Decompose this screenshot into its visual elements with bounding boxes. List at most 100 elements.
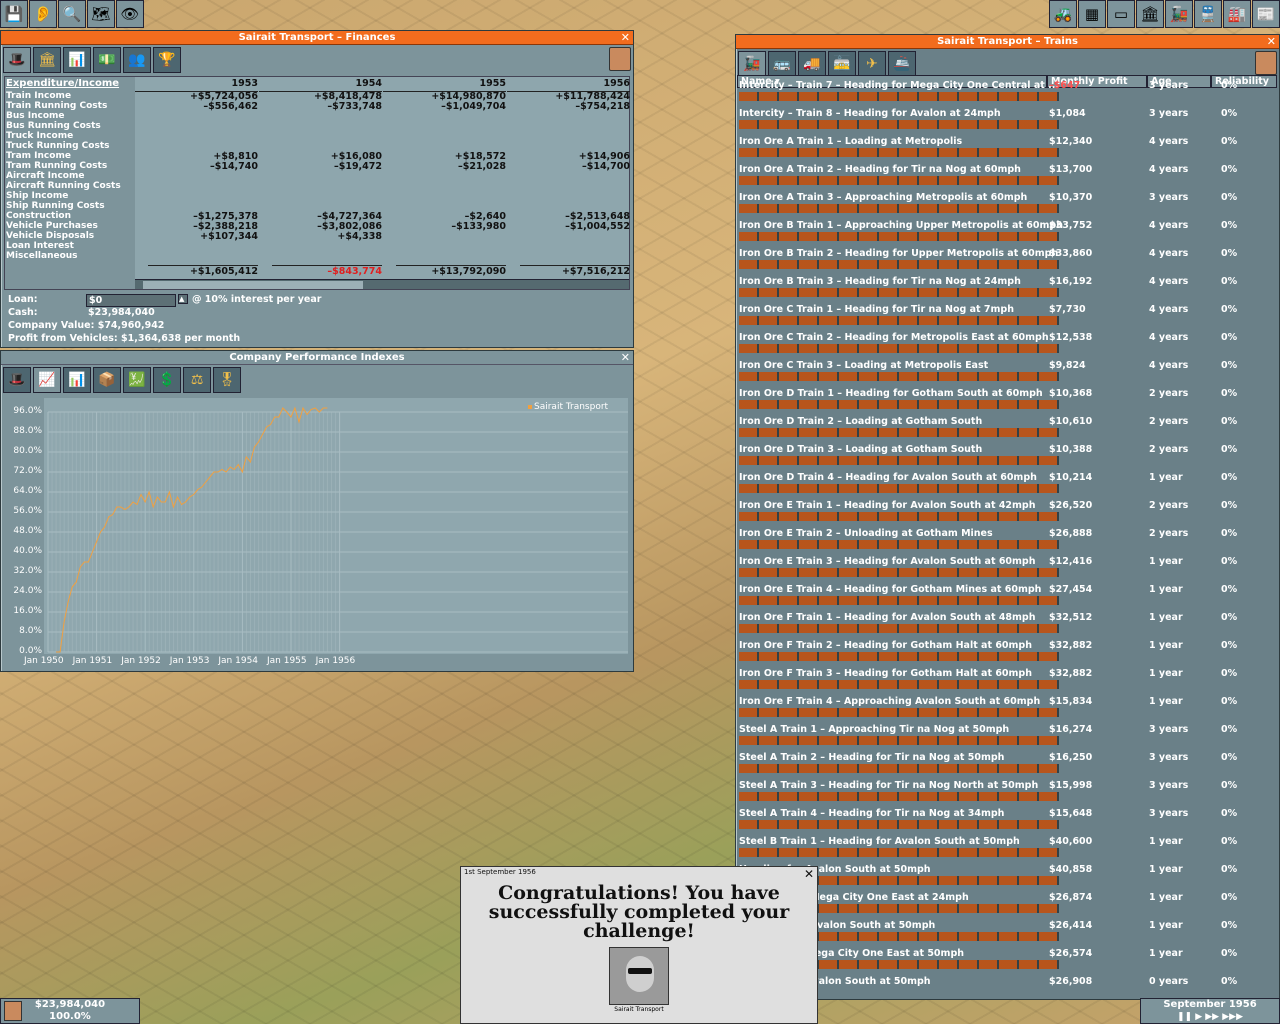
status-finance[interactable]: $23,984,040 100.0% [0,998,140,1024]
news-icon[interactable]: 📰 [1252,0,1280,28]
train-row[interactable]: Steel A Train 1 – Approaching Tir na Nog… [739,720,1276,748]
tab-payment-rates-icon[interactable]: ⚖ [183,367,211,393]
train-row[interactable]: Steel B Train 1 – Heading for Avalon Sou… [739,832,1276,860]
tab-people-icon[interactable]: 👥 [123,47,151,73]
train-row[interactable]: Steel A Train 2 – Heading for Tir na Nog… [739,748,1276,776]
column-monthly-profit[interactable]: Monthly Profit [1047,75,1147,88]
news-message: 1st September 1956 ✕ Congratulations! Yo… [460,866,818,1024]
finance-cell: –$1,049,704 [441,101,506,112]
train-vehicle-icon [739,120,1059,129]
train-profit: $32,512 [1049,612,1093,623]
train-row[interactable]: Iron Ore D Train 3 – Loading at Gotham S… [739,440,1276,468]
tab-aircraft-icon[interactable]: ✈ [858,51,886,77]
train-row[interactable]: Iron Ore A Train 1 – Loading at Metropol… [739,132,1276,160]
train-row[interactable]: Iron Ore E Train 2 – Unloading at Gotham… [739,524,1276,552]
tab-headquarters-icon[interactable]: 🏛 [33,47,61,73]
finance-cell: –$2,640 [464,211,506,222]
train-row[interactable]: Iron Ore C Train 3 – Loading at Metropol… [739,356,1276,384]
tab-trucks-icon[interactable]: 🚚 [798,51,826,77]
view-eye-icon[interactable]: 👁 [116,0,144,28]
x-tick-label: Jan 1956 [315,656,356,666]
map-icon[interactable]: 🗺 [87,0,115,28]
news-close-button[interactable]: ✕ [803,867,814,881]
finance-label: Train Income [6,91,72,101]
train-age: 3 years [1149,192,1189,203]
column-reliability[interactable]: Reliability [1211,75,1277,88]
tab-managers-icon[interactable]: 🎩 [3,367,31,393]
trains-close-button[interactable]: ✕ [1266,35,1276,48]
train-row[interactable]: Iron Ore F Train 4 – Approaching Avalon … [739,692,1276,720]
train-row[interactable]: Iron Ore B Train 3 – Heading for Tir na … [739,272,1276,300]
finance-header[interactable]: Expenditure/Income [6,78,120,89]
train-row[interactable]: Iron Ore C Train 1 – Heading for Tir na … [739,300,1276,328]
train-row[interactable]: Approaching Avalon South at 50mph $26,414… [739,916,1276,944]
train-list-icon[interactable]: 🚆 [1194,0,1222,28]
save-disk-icon[interactable]: 💾 [0,0,28,28]
finance-cell: –$754,218 [575,101,630,112]
vehicles-icon[interactable]: 🚂 [1165,0,1193,28]
train-row[interactable]: Iron Ore B Train 2 – Heading for Upper M… [739,244,1276,272]
train-reliability: 0% [1221,500,1238,511]
finance-scroll-thumb[interactable] [143,281,363,289]
train-row[interactable]: Iron Ore A Train 3 – Approaching Metropo… [739,188,1276,216]
tab-cash-icon[interactable]: 💵 [93,47,121,73]
company-icon[interactable]: 🏭 [1223,0,1251,28]
tab-value-graph-icon[interactable]: 💲 [153,367,181,393]
train-reliability: 0% [1221,80,1238,91]
train-row[interactable]: Iron Ore D Train 1 – Heading for Gotham … [739,384,1276,412]
column-name[interactable]: Name ▾ [737,75,1047,88]
tab-performance-graph-icon[interactable]: 📈 [33,367,61,393]
train-row[interactable]: Iron Ore F Train 2 – Heading for Gotham … [739,636,1276,664]
column-age[interactable]: Age [1147,75,1211,88]
train-row[interactable]: Iron Ore D Train 4 – Heading for Avalon … [739,468,1276,496]
trains-titlebar[interactable]: Sairait Transport – Trains ✕ [736,35,1279,49]
train-row[interactable]: Heading for Avalon South at 50mph $26,908… [739,972,1276,986]
train-row[interactable]: Intercity – Train 7 – Heading for Mega C… [739,76,1276,104]
train-row[interactable]: Iron Ore E Train 4 – Heading for Gotham … [739,580,1276,608]
tab-buses-icon[interactable]: 🚌 [768,51,796,77]
train-profit: $33,752 [1049,220,1093,231]
train-row[interactable]: Iron Ore A Train 2 – Heading for Tir na … [739,160,1276,188]
loan-value[interactable]: $0 [86,294,176,307]
finance-scrollbar[interactable] [135,279,629,289]
tab-trophy-icon[interactable]: 🏆 [153,47,181,73]
train-age: 1 year [1149,864,1183,875]
zoom-icon[interactable]: 🔍 [58,0,86,28]
train-name: Heading for Mega City One East at 50mph [739,948,965,959]
train-row[interactable]: Iron Ore E Train 3 – Heading for Avalon … [739,552,1276,580]
tab-finances-icon[interactable]: 📊 [63,47,91,73]
tab-trains-icon[interactable]: 🚂 [738,51,766,77]
tab-cargo-delivered-icon[interactable]: 📦 [93,367,121,393]
tab-ships-icon[interactable]: 🚢 [888,51,916,77]
train-row[interactable]: Heading for Mega City One East at 50mph $… [739,944,1276,972]
build-station-icon[interactable]: 🏛 [1136,0,1164,28]
train-row[interactable]: Iron Ore E Train 1 – Heading for Avalon … [739,496,1276,524]
train-row[interactable]: Iron Ore C Train 2 – Heading for Metropo… [739,328,1276,356]
performance-close-button[interactable]: ✕ [620,351,630,364]
train-row[interactable]: Iron Ore F Train 1 – Heading for Avalon … [739,608,1276,636]
build-track-icon[interactable]: 🚜 [1049,0,1077,28]
tab-cargo-graph-icon[interactable]: 📊 [63,367,91,393]
finance-cell [135,252,258,262]
sound-ear-icon[interactable]: 👂 [29,0,57,28]
loan-stepper[interactable]: ▲ [178,294,188,304]
build-road-icon[interactable]: ▦ [1078,0,1106,28]
train-row[interactable]: Approaching Mega City One East at 24mph $… [739,888,1276,916]
train-row[interactable]: Steel A Train 4 – Heading for Tir na Nog… [739,804,1276,832]
finances-close-button[interactable]: ✕ [620,31,630,44]
tab-speed-records-icon[interactable]: 🎖 [213,367,241,393]
train-row[interactable]: Intercity – Train 8 – Heading for Avalon… [739,104,1276,132]
train-row[interactable]: Iron Ore F Train 3 – Heading for Gotham … [739,664,1276,692]
finance-label: Ship Income [6,191,69,201]
tab-trams-icon[interactable]: 🚋 [828,51,856,77]
tab-income-graph-icon[interactable]: 💹 [123,367,151,393]
performance-titlebar[interactable]: Company Performance Indexes ✕ [1,351,633,365]
train-row[interactable]: Steel A Train 3 – Heading for Tir na Nog… [739,776,1276,804]
build-airport-icon[interactable]: ▭ [1107,0,1135,28]
train-row[interactable]: Iron Ore B Train 1 – Approaching Upper M… [739,216,1276,244]
train-row[interactable]: Iron Ore D Train 2 – Loading at Gotham S… [739,412,1276,440]
train-row[interactable]: Heading for Avalon South at 50mph $40,858… [739,860,1276,888]
game-speed-controls[interactable]: ❚❚ ▶ ▶▶ ▶▶▶ [1176,1012,1243,1022]
finances-titlebar[interactable]: Sairait Transport – Finances ✕ [1,31,633,45]
tab-company-icon[interactable]: 🎩 [3,47,31,73]
